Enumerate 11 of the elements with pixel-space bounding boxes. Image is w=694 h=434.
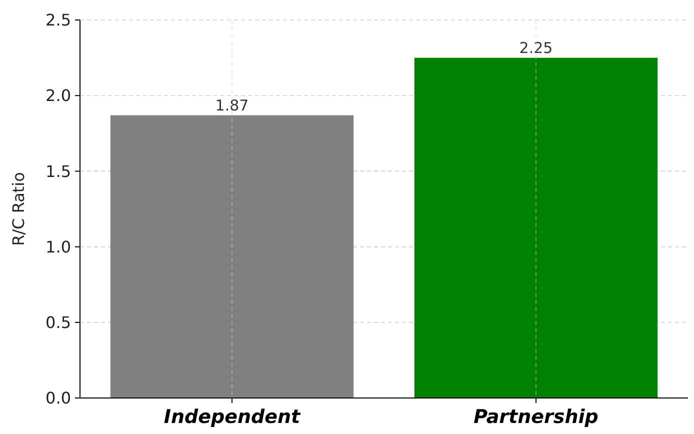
y-tick-label: 1.0 (46, 237, 71, 256)
y-tick-label: 1.5 (46, 162, 71, 181)
y-tick-label: 0.5 (46, 313, 71, 332)
y-tick-label: 0.0 (46, 388, 71, 408)
y-tick-label: 2.0 (46, 86, 71, 106)
y-axis-title: R/C Ratio (9, 172, 28, 246)
data-label: 1.87 (215, 96, 249, 114)
data-label: 2.25 (519, 38, 553, 57)
x-tick-label: Independent (164, 406, 302, 428)
x-tick-label: Partnership (474, 406, 598, 428)
y-tick-label: 2.5 (46, 10, 71, 30)
